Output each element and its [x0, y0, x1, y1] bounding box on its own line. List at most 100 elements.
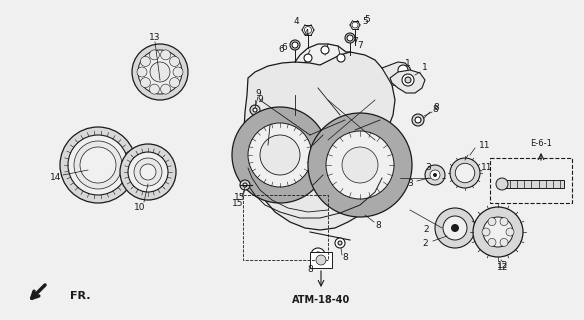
Circle shape	[173, 67, 183, 77]
Circle shape	[150, 50, 159, 60]
Circle shape	[240, 180, 250, 190]
Circle shape	[161, 84, 171, 94]
Text: ATM-18-40: ATM-18-40	[292, 295, 350, 305]
Polygon shape	[390, 70, 425, 93]
Circle shape	[450, 158, 480, 188]
Circle shape	[500, 238, 508, 246]
Text: 11: 11	[481, 164, 493, 172]
Text: 12: 12	[498, 262, 509, 271]
Text: 8: 8	[307, 266, 313, 275]
Text: 9: 9	[257, 95, 263, 105]
Circle shape	[260, 135, 300, 175]
Text: 8: 8	[342, 253, 348, 262]
Circle shape	[248, 123, 312, 187]
Circle shape	[308, 113, 412, 217]
Circle shape	[456, 163, 475, 183]
Text: 14: 14	[50, 172, 62, 181]
Text: 2: 2	[422, 238, 428, 247]
Circle shape	[292, 42, 298, 48]
Circle shape	[138, 50, 182, 94]
Polygon shape	[382, 62, 412, 86]
Circle shape	[482, 228, 490, 236]
Circle shape	[60, 127, 136, 203]
Circle shape	[316, 255, 326, 265]
Circle shape	[483, 217, 513, 247]
Text: 3: 3	[407, 179, 413, 188]
Circle shape	[398, 65, 408, 75]
Circle shape	[500, 218, 508, 226]
Circle shape	[412, 114, 424, 126]
Text: 3: 3	[425, 164, 431, 172]
Text: 7: 7	[357, 42, 363, 51]
Text: 6: 6	[278, 45, 284, 54]
Circle shape	[243, 183, 247, 187]
Text: 1: 1	[405, 59, 411, 68]
Circle shape	[68, 135, 128, 195]
Circle shape	[253, 108, 257, 112]
Circle shape	[506, 228, 514, 236]
Text: 11: 11	[479, 140, 491, 149]
Circle shape	[402, 74, 414, 86]
Text: 7: 7	[352, 37, 358, 46]
Text: 4: 4	[293, 18, 299, 27]
Circle shape	[433, 173, 437, 177]
Text: 10: 10	[134, 203, 146, 212]
Circle shape	[140, 56, 151, 67]
Text: 5: 5	[362, 18, 368, 27]
Circle shape	[321, 46, 329, 54]
Circle shape	[342, 147, 378, 183]
Circle shape	[451, 224, 459, 232]
Circle shape	[137, 67, 147, 77]
Circle shape	[169, 77, 179, 88]
Circle shape	[335, 238, 345, 248]
Circle shape	[443, 216, 467, 240]
Text: 8: 8	[375, 220, 381, 229]
Circle shape	[304, 27, 311, 34]
Circle shape	[315, 252, 321, 258]
Circle shape	[80, 147, 116, 183]
Circle shape	[128, 152, 168, 192]
Circle shape	[488, 238, 496, 246]
Text: 12: 12	[498, 260, 509, 269]
Circle shape	[415, 117, 421, 123]
Circle shape	[304, 54, 312, 62]
Circle shape	[134, 158, 162, 186]
Text: E-6-1: E-6-1	[530, 139, 552, 148]
Circle shape	[74, 141, 122, 189]
Circle shape	[169, 56, 179, 67]
Text: 15: 15	[232, 198, 244, 207]
Circle shape	[140, 77, 151, 88]
Text: 13: 13	[150, 33, 161, 42]
Circle shape	[326, 131, 394, 199]
Text: 6: 6	[281, 44, 287, 52]
Circle shape	[150, 62, 170, 82]
Text: 1: 1	[422, 63, 428, 73]
Circle shape	[120, 144, 176, 200]
Bar	[310, 252, 332, 268]
Bar	[498, 180, 564, 188]
Circle shape	[338, 241, 342, 245]
Text: 5: 5	[364, 15, 370, 25]
Text: 15: 15	[234, 194, 246, 203]
Circle shape	[140, 164, 156, 180]
Text: FR.: FR.	[70, 291, 91, 301]
Circle shape	[347, 35, 353, 41]
Text: 8: 8	[432, 106, 438, 115]
Circle shape	[345, 33, 355, 43]
Circle shape	[352, 22, 358, 28]
Circle shape	[290, 40, 300, 50]
Circle shape	[405, 77, 411, 83]
Text: 4: 4	[303, 29, 309, 38]
Circle shape	[425, 165, 445, 185]
Circle shape	[488, 218, 496, 226]
Circle shape	[150, 84, 159, 94]
Text: 8: 8	[433, 103, 439, 113]
Circle shape	[232, 107, 328, 203]
Circle shape	[473, 207, 523, 257]
Text: 9: 9	[255, 89, 261, 98]
Circle shape	[337, 54, 345, 62]
Circle shape	[496, 178, 508, 190]
Circle shape	[430, 170, 440, 180]
Circle shape	[435, 208, 475, 248]
Circle shape	[161, 50, 171, 60]
